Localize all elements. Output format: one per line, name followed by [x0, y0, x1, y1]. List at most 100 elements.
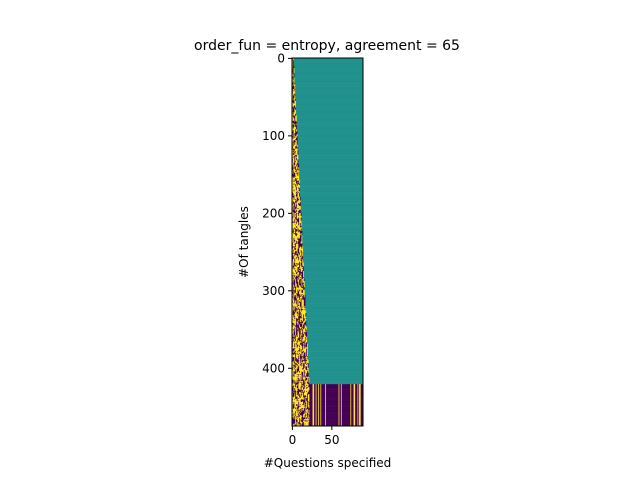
heatmap-cell: [300, 282, 302, 284]
heatmap-cell: [295, 228, 298, 230]
heatmap-cell: [351, 398, 354, 400]
heatmap-cell: [303, 371, 305, 373]
heatmap-cell: [300, 363, 303, 365]
heatmap-cell: [300, 333, 302, 335]
heatmap-cell: [302, 271, 304, 273]
heatmap-cell: [299, 319, 301, 321]
heatmap-cell: [292, 297, 294, 299]
heatmap-cell: [299, 278, 301, 280]
heatmap-cell: [297, 229, 299, 231]
heatmap-cell: [292, 109, 295, 111]
heatmap-cell: [339, 391, 342, 393]
heatmap-cell: [360, 395, 364, 397]
heatmap-cell: [299, 374, 301, 376]
heatmap-cell: [299, 205, 301, 207]
heatmap-cell: [325, 397, 327, 399]
heatmap-cell: [308, 370, 364, 373]
heatmap-cell: [300, 214, 302, 216]
heatmap-cell: [341, 407, 351, 409]
heatmap-cell: [351, 419, 354, 421]
heatmap-cell: [292, 94, 294, 96]
heatmap-cell: [302, 240, 364, 242]
heatmap-cell: [297, 243, 301, 245]
heatmap-cell: [306, 353, 309, 356]
heatmap-cell: [293, 190, 295, 192]
heatmap-cell: [295, 130, 298, 132]
heatmap-cell: [297, 410, 299, 412]
heatmap-cell: [292, 116, 296, 118]
heatmap-cell: [296, 361, 299, 363]
heatmap-cell: [299, 410, 301, 412]
heatmap-cell: [292, 340, 294, 342]
heatmap-cell: [295, 109, 364, 111]
heatmap-cell: [312, 391, 315, 393]
heatmap-cell: [306, 388, 310, 390]
heatmap-cell: [299, 226, 301, 228]
heatmap-cell: [306, 349, 309, 351]
heatmap-cell: [293, 95, 295, 97]
heatmap-cell: [305, 340, 308, 342]
heatmap-cell: [296, 346, 298, 348]
heatmap-cell: [301, 289, 303, 291]
heatmap-cell: [305, 352, 307, 354]
heatmap-cell: [292, 374, 294, 376]
heatmap-cell: [301, 261, 303, 263]
heatmap-cell: [295, 124, 298, 126]
heatmap-cell: [292, 199, 294, 201]
heatmap-cell: [301, 227, 364, 229]
heatmap-cell: [292, 87, 295, 89]
heatmap-cell: [359, 405, 361, 407]
heatmap-cell: [294, 75, 364, 77]
heatmap-cell: [296, 157, 299, 160]
heatmap-cell: [357, 394, 359, 396]
heatmap-cell: [302, 376, 304, 378]
heatmap-cell: [325, 410, 339, 412]
heatmap-cell: [325, 384, 339, 386]
heatmap-cell: [296, 302, 298, 304]
heatmap-cell: [296, 221, 298, 223]
heatmap-cell: [358, 404, 360, 406]
heatmap-cell: [299, 272, 304, 274]
heatmap-cell: [292, 346, 294, 348]
heatmap-cell: [292, 243, 294, 245]
heatmap-cell: [296, 399, 298, 401]
heatmap-cell: [296, 310, 300, 312]
heatmap-cell: [300, 388, 302, 390]
heatmap-cell: [295, 187, 298, 189]
heatmap-cell: [350, 388, 352, 390]
heatmap-cell: [303, 260, 364, 263]
heatmap-cell: [299, 199, 301, 201]
heatmap-cell: [297, 264, 299, 266]
heatmap-cell: [359, 408, 361, 410]
heatmap-cell: [292, 278, 294, 280]
heatmap-cell: [299, 175, 364, 177]
heatmap-cell: [292, 183, 294, 185]
heatmap-cell: [293, 212, 297, 214]
heatmap-cell: [295, 421, 297, 423]
heatmap-cell: [296, 343, 301, 345]
heatmap-cell: [292, 272, 294, 274]
heatmap-cell: [293, 165, 295, 167]
heatmap-cell: [294, 358, 296, 360]
heatmap-cell: [312, 388, 315, 390]
heatmap-cell: [297, 315, 299, 317]
heatmap-cell: [295, 271, 297, 273]
heatmap-cell: [325, 419, 339, 421]
heatmap-cell: [301, 305, 305, 307]
heatmap-cell: [295, 182, 298, 184]
heatmap-cell: [292, 124, 295, 126]
heatmap-cell: [299, 358, 301, 360]
heatmap-cell: [308, 406, 310, 408]
heatmap-cell: [360, 397, 364, 399]
heatmap-cell: [299, 236, 302, 238]
heatmap-cell: [339, 389, 342, 391]
heatmap-cell: [299, 248, 304, 250]
heatmap-cell: [318, 410, 321, 412]
heatmap-cell: [294, 219, 296, 221]
heatmap-cell: [294, 71, 364, 74]
heatmap-cell: [297, 381, 299, 383]
heatmap-cell: [296, 207, 301, 209]
heatmap-cell: [358, 391, 360, 393]
heatmap-cell: [301, 247, 303, 249]
heatmap-cell: [294, 197, 298, 199]
